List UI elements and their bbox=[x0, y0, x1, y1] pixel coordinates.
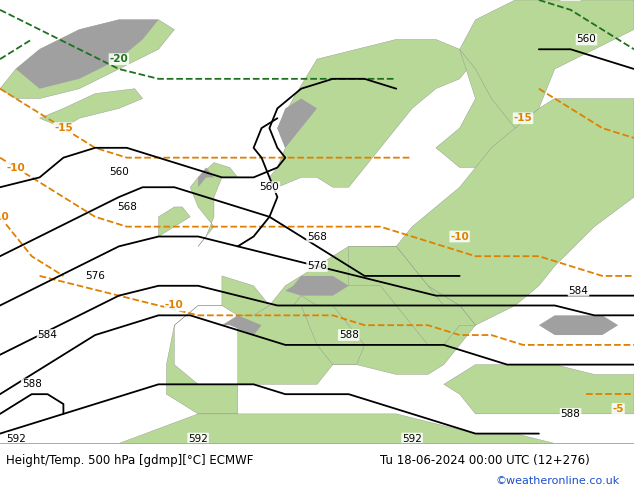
Polygon shape bbox=[269, 39, 476, 187]
Polygon shape bbox=[285, 276, 349, 295]
Text: 560: 560 bbox=[576, 34, 597, 45]
Text: -15: -15 bbox=[514, 113, 533, 123]
Text: -10: -10 bbox=[450, 231, 469, 242]
Polygon shape bbox=[16, 20, 158, 89]
Polygon shape bbox=[198, 168, 214, 187]
Polygon shape bbox=[380, 98, 634, 325]
Polygon shape bbox=[158, 207, 190, 237]
Text: 568: 568 bbox=[307, 231, 327, 242]
Text: ©weatheronline.co.uk: ©weatheronline.co.uk bbox=[496, 476, 620, 487]
Polygon shape bbox=[190, 163, 238, 246]
Polygon shape bbox=[222, 316, 261, 335]
Text: Tu 18-06-2024 00:00 UTC (12+276): Tu 18-06-2024 00:00 UTC (12+276) bbox=[380, 454, 590, 467]
Text: -20: -20 bbox=[110, 54, 128, 64]
Text: 576: 576 bbox=[307, 261, 327, 271]
Text: 588: 588 bbox=[339, 330, 359, 340]
Text: 592: 592 bbox=[188, 434, 208, 443]
Text: 560: 560 bbox=[259, 182, 280, 192]
Polygon shape bbox=[460, 0, 634, 128]
Polygon shape bbox=[166, 276, 269, 414]
Text: 592: 592 bbox=[6, 434, 26, 443]
Text: -10: -10 bbox=[165, 300, 184, 311]
Polygon shape bbox=[444, 365, 634, 414]
Text: 584: 584 bbox=[569, 286, 588, 295]
Polygon shape bbox=[119, 414, 634, 443]
Polygon shape bbox=[278, 98, 317, 148]
Polygon shape bbox=[436, 49, 515, 168]
Polygon shape bbox=[539, 316, 618, 335]
Text: 588: 588 bbox=[22, 379, 42, 390]
Polygon shape bbox=[238, 246, 476, 384]
Text: 588: 588 bbox=[560, 409, 581, 419]
Text: Height/Temp. 500 hPa [gdmp][°C] ECMWF: Height/Temp. 500 hPa [gdmp][°C] ECMWF bbox=[6, 454, 254, 467]
Polygon shape bbox=[349, 246, 476, 345]
Text: 584: 584 bbox=[37, 330, 58, 340]
Text: -5: -5 bbox=[612, 404, 624, 414]
Text: 576: 576 bbox=[85, 271, 105, 281]
Text: -15: -15 bbox=[54, 123, 73, 133]
Polygon shape bbox=[0, 20, 174, 98]
Text: -10: -10 bbox=[6, 163, 25, 172]
Text: 592: 592 bbox=[402, 434, 422, 443]
Polygon shape bbox=[39, 89, 143, 128]
Polygon shape bbox=[293, 295, 365, 365]
Text: 560: 560 bbox=[109, 168, 129, 177]
Text: -10: -10 bbox=[0, 212, 10, 222]
Text: 568: 568 bbox=[117, 202, 137, 212]
